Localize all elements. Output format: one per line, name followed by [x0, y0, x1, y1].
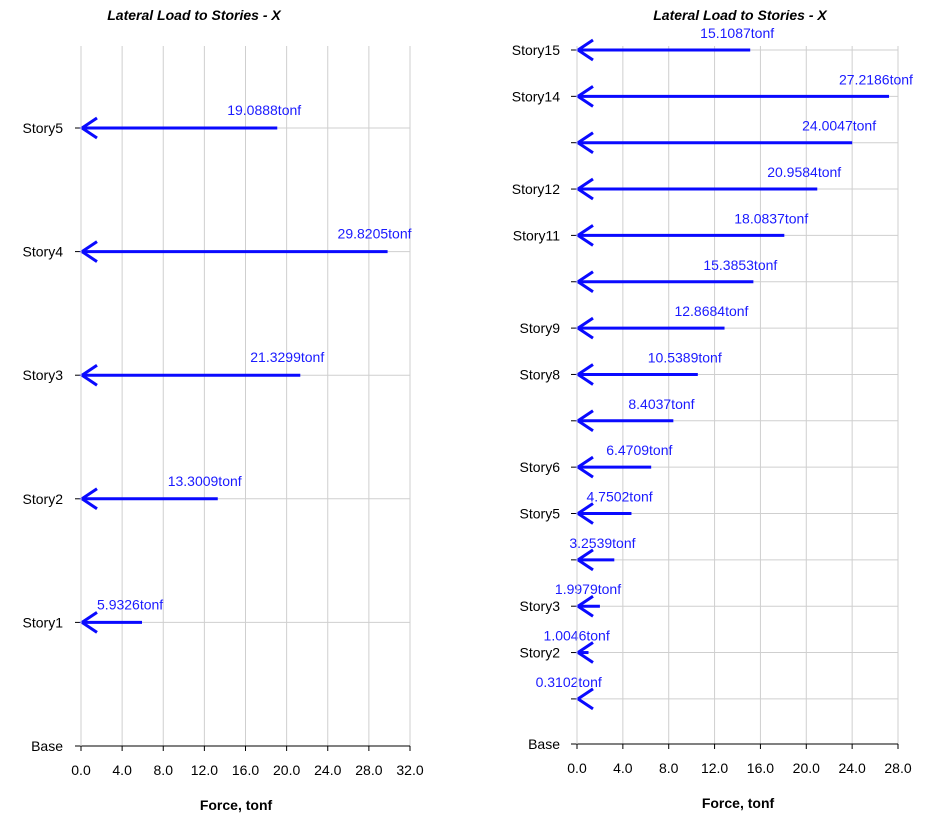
left-force-arrowhead — [79, 116, 98, 140]
right-force-arrowhead — [575, 594, 594, 618]
left-force-arrowhead — [79, 611, 98, 634]
right-story-label: Story9 — [520, 320, 561, 336]
left-story-label: Story1 — [23, 614, 64, 630]
left-force-arrowhead — [79, 363, 98, 387]
right-story-label: Story11 — [513, 227, 560, 243]
right-data-label: 24.0047tonf — [802, 118, 876, 134]
right-force-arrowhead — [575, 38, 594, 62]
right-chart: Lateral Load to Stories - X Force, tonf … — [512, 7, 913, 811]
left-story-label: Story2 — [23, 491, 64, 507]
right-x-tick-label: 28.0 — [884, 760, 911, 776]
right-force-arrowhead — [575, 502, 594, 525]
right-story-label: Story8 — [520, 366, 561, 382]
right-data-label: 3.2539tonf — [569, 535, 635, 551]
right-story-label: Story14 — [512, 88, 560, 104]
right-data-label: 20.9584tonf — [767, 164, 841, 180]
right-x-tick-label: 16.0 — [747, 760, 774, 776]
right-force-arrowhead — [575, 177, 594, 201]
left-story-label: Story3 — [23, 367, 64, 383]
left-chart: Lateral Load to Stories - X Force, tonf … — [23, 7, 424, 813]
right-force-arrowhead — [575, 316, 594, 340]
left-data-label: 13.3009tonf — [168, 473, 242, 489]
left-x-tick-label: 24.0 — [314, 762, 341, 778]
right-data-label: 6.4709tonf — [606, 442, 672, 458]
right-data-label: 27.2186tonf — [839, 71, 913, 87]
left-x-tick-label: 28.0 — [355, 762, 382, 778]
right-data-label: 1.9979tonf — [555, 581, 621, 597]
right-x-tick-label: 24.0 — [839, 760, 866, 776]
right-x-tick-label: 12.0 — [701, 760, 728, 776]
right-force-arrowhead — [575, 85, 594, 108]
left-force-arrowhead — [79, 240, 98, 263]
right-x-tick-label: 8.0 — [659, 760, 679, 776]
left-x-tick-label: 16.0 — [232, 762, 259, 778]
right-force-arrowhead — [575, 131, 594, 154]
right-chart-title: Lateral Load to Stories - X — [653, 7, 828, 23]
left-x-tick-label: 32.0 — [396, 762, 423, 778]
left-data-label: 5.9326tonf — [97, 596, 163, 612]
right-x-tick-label: 0.0 — [567, 760, 587, 776]
left-x-tick-label: 0.0 — [71, 762, 91, 778]
right-data-label: 10.5389tonf — [648, 349, 722, 365]
left-x-tick-label: 4.0 — [112, 762, 132, 778]
right-data-label: 12.8684tonf — [674, 303, 748, 319]
right-story-label: Story2 — [520, 645, 561, 661]
right-x-tick-label: 4.0 — [613, 760, 633, 776]
right-data-label: 15.1087tonf — [700, 25, 774, 41]
right-force-arrowhead — [575, 455, 594, 479]
left-base-label: Base — [31, 738, 63, 754]
right-data-label: 4.7502tonf — [586, 489, 652, 505]
right-data-label: 15.3853tonf — [703, 257, 777, 273]
left-chart-x-axis-label: Force, tonf — [200, 797, 273, 813]
right-force-arrowhead — [575, 270, 594, 293]
right-story-label: Story12 — [512, 181, 560, 197]
right-force-arrowhead — [575, 548, 594, 572]
left-force-arrowhead — [79, 487, 98, 511]
left-story-label: Story5 — [23, 120, 64, 136]
right-story-label: Story3 — [520, 598, 561, 614]
left-data-label: 21.3299tonf — [250, 349, 324, 365]
left-x-tick-label: 8.0 — [154, 762, 174, 778]
right-force-arrowhead — [575, 687, 594, 711]
right-data-label: 0.3102tonf — [536, 674, 602, 690]
right-data-label: 8.4037tonf — [628, 396, 694, 412]
right-story-label: Story5 — [520, 506, 561, 522]
right-story-label: Story6 — [520, 459, 561, 475]
right-chart-x-axis-label: Force, tonf — [702, 795, 775, 811]
right-data-label: 18.0837tonf — [734, 210, 808, 226]
right-story-label: Story15 — [512, 42, 560, 58]
left-data-label: 29.8205tonf — [338, 226, 412, 242]
left-x-tick-label: 12.0 — [191, 762, 218, 778]
left-story-label: Story4 — [23, 244, 64, 260]
left-x-tick-label: 20.0 — [273, 762, 300, 778]
right-base-label: Base — [528, 736, 560, 752]
left-chart-title: Lateral Load to Stories - X — [107, 7, 282, 23]
right-force-arrowhead — [575, 409, 594, 433]
right-force-arrowhead — [575, 224, 594, 247]
right-force-arrowhead — [575, 641, 594, 664]
right-force-arrowhead — [575, 363, 594, 386]
right-x-tick-label: 20.0 — [793, 760, 820, 776]
left-data-label: 19.0888tonf — [227, 102, 301, 118]
